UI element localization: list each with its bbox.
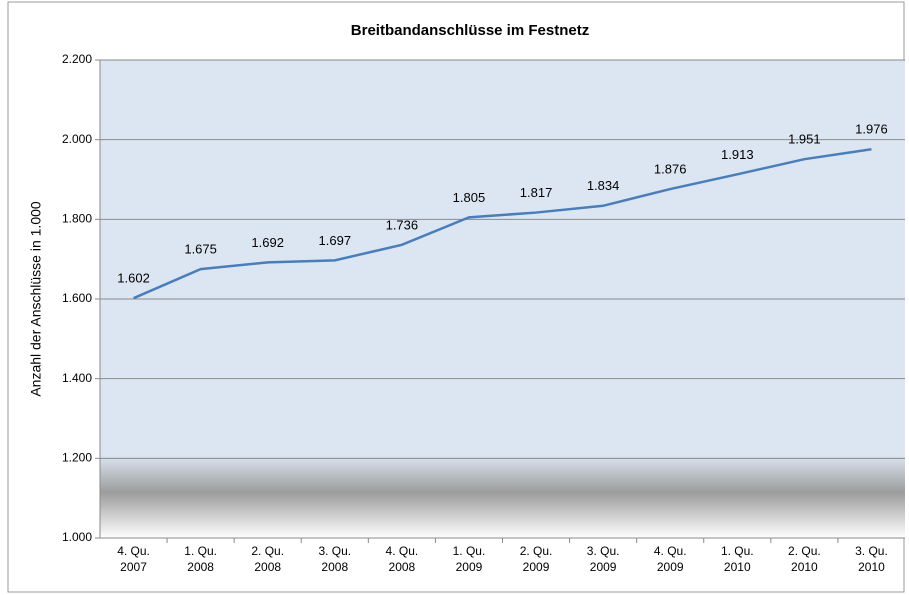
x-tick-label: 4. Qu. 2009: [653, 544, 687, 574]
y-tick-label: 1.200: [62, 451, 92, 465]
data-label: 1.805: [453, 190, 486, 205]
data-label: 1.817: [520, 185, 553, 200]
y-axis-label: Anzahl der Anschlüsse in 1.000: [28, 201, 44, 397]
data-label: 1.834: [587, 178, 620, 193]
data-label: 1.951: [788, 132, 821, 147]
y-tick-label: 1.000: [62, 530, 92, 544]
y-tick-label: 1.800: [62, 212, 92, 226]
data-line: [133, 147, 872, 300]
chart-title: Breitbandanschlüsse im Festnetz: [351, 22, 589, 39]
x-tick-label: 4. Qu. 2008: [385, 544, 419, 574]
data-label: 1.692: [251, 235, 284, 250]
x-tick-label: 4. Qu. 2007: [117, 544, 150, 574]
y-tick-label: 1.600: [62, 291, 92, 305]
x-tick-label: 1. Qu. 2010: [720, 544, 754, 574]
data-label: 1.913: [721, 147, 754, 162]
data-label: 1.602: [117, 271, 150, 286]
data-label: 1.736: [386, 217, 419, 232]
x-tick-label: 3. Qu. 2009: [586, 544, 620, 574]
data-label: 1.976: [855, 122, 888, 137]
data-label: 1.697: [319, 233, 352, 248]
x-tick-label: 2. Qu. 2010: [788, 544, 821, 574]
x-tick-label: 2. Qu. 2009: [519, 544, 553, 574]
x-tick-label: 3. Qu. 2010: [855, 544, 888, 574]
x-tick-label: 3. Qu. 2008: [318, 544, 352, 574]
data-label: 1.675: [184, 242, 217, 257]
x-tick-label: 2. Qu. 2008: [251, 544, 285, 574]
data-label: 1.876: [654, 161, 687, 176]
y-tick-label: 1.400: [62, 371, 92, 385]
x-tick-label: 1. Qu. 2008: [184, 544, 217, 574]
plot-band: [100, 455, 905, 538]
x-tick-label: 1. Qu. 2009: [452, 544, 486, 574]
y-tick-label: 2.200: [62, 52, 92, 66]
y-tick-label: 2.000: [62, 132, 92, 146]
